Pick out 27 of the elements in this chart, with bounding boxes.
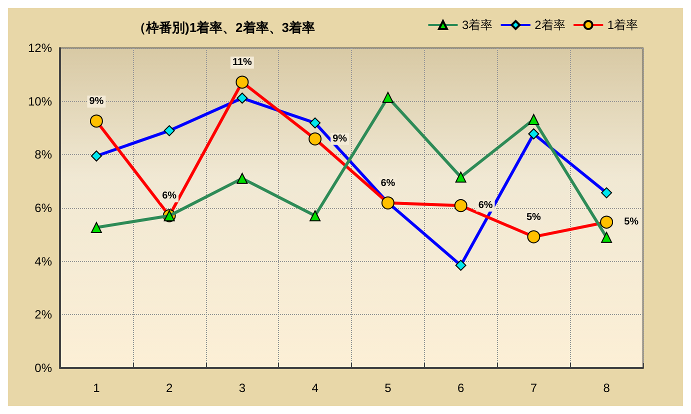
y-tick-label: 8% <box>34 148 52 162</box>
y-tick-label: 10% <box>28 94 52 108</box>
data-label: 9% <box>89 96 104 108</box>
data-label: 6% <box>380 178 396 189</box>
y-tick-label: 0% <box>34 361 52 375</box>
x-tick-label: 2 <box>166 381 173 395</box>
x-tick-label: 4 <box>312 381 319 395</box>
y-tick-label: 6% <box>34 201 52 215</box>
data-label: 9% <box>332 133 348 144</box>
x-tick-label: 5 <box>384 381 392 395</box>
data-label: 5% <box>624 216 639 228</box>
legend-label: 2着率 <box>534 18 566 32</box>
legend-label: 3着率 <box>462 18 493 32</box>
chart-title: （枠番別)1着率、2着率、3着率 <box>133 20 316 35</box>
y-tick-label: 12% <box>28 41 52 55</box>
data-label: 6% <box>162 190 177 202</box>
data-label: 6% <box>478 200 493 212</box>
data-label: 11% <box>232 57 252 68</box>
x-tick-label: 8 <box>603 381 610 395</box>
x-tick-label: 6 <box>457 381 464 395</box>
x-tick-label: 3 <box>238 381 246 395</box>
x-tick-label: 7 <box>530 381 538 395</box>
y-tick-label: 2% <box>34 308 52 322</box>
y-tick-label: 4% <box>34 254 52 268</box>
legend-label: 1着率 <box>607 18 638 32</box>
data-label: 5% <box>526 212 542 223</box>
x-tick-label: 1 <box>93 381 100 395</box>
